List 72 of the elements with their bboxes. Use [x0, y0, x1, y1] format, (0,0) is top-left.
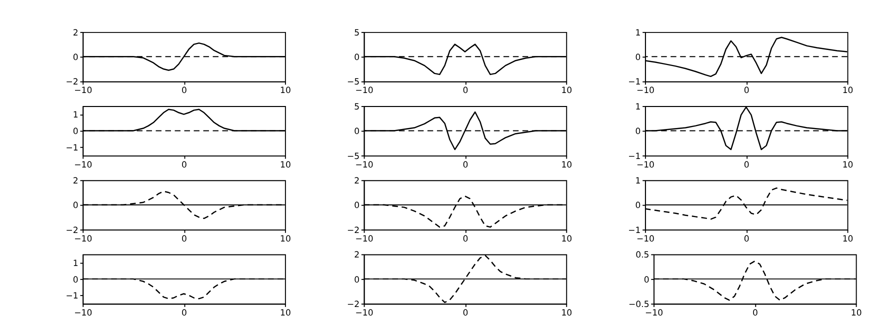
- x-tick-label: 0: [462, 86, 468, 96]
- y-tick-label: −1: [628, 78, 641, 88]
- y-tick-label: 0: [354, 127, 360, 138]
- y-tick-label: 5: [354, 28, 360, 38]
- x-tick-label: 0: [462, 160, 468, 170]
- y-tick-label: 0: [72, 127, 78, 138]
- x-tick-label: 10: [842, 86, 854, 96]
- x-tick-label: 10: [280, 160, 291, 170]
- y-tick-label: −1: [66, 144, 78, 154]
- x-tick-label: −10: [74, 308, 92, 319]
- y-tick-label: 1: [72, 110, 78, 121]
- x-tick-label: 0: [744, 86, 750, 96]
- x-tick-label: 10: [561, 86, 572, 96]
- x-tick-label: 0: [744, 234, 750, 244]
- y-tick-label: 0: [635, 127, 641, 138]
- y-tick-label: −2: [346, 226, 360, 236]
- y-tick-label: −2: [346, 300, 360, 310]
- y-tick-label: 5: [354, 102, 360, 112]
- x-tick-label: 10: [561, 308, 572, 319]
- x-tick-label: 10: [561, 160, 572, 170]
- x-tick-label: −10: [355, 86, 374, 96]
- y-tick-label: 0: [72, 201, 78, 212]
- x-tick-label: −10: [636, 86, 654, 96]
- x-tick-label: 0: [182, 160, 187, 170]
- x-tick-label: 0: [182, 86, 187, 96]
- x-tick-label: 0: [462, 234, 468, 244]
- y-tick-label: 0: [644, 275, 650, 286]
- x-tick-label: −10: [74, 86, 92, 96]
- x-tick-label: 0: [744, 160, 750, 170]
- x-tick-label: −10: [355, 308, 374, 319]
- y-tick-label: −1: [66, 292, 78, 302]
- y-tick-label: −2: [66, 78, 78, 88]
- y-tick-label: 1: [635, 102, 641, 112]
- x-tick-label: 0: [462, 308, 468, 319]
- x-tick-label: 0: [182, 234, 187, 244]
- x-tick-label: 10: [280, 234, 291, 244]
- y-tick-label: 0: [635, 201, 641, 212]
- x-tick-label: 10: [280, 86, 291, 96]
- x-tick-label: −10: [636, 160, 654, 170]
- y-tick-label: 1: [635, 176, 641, 186]
- y-tick-label: −5: [346, 152, 360, 162]
- y-tick-label: 0: [72, 275, 78, 286]
- x-tick-label: −10: [355, 160, 374, 170]
- x-tick-label: −10: [644, 308, 664, 319]
- x-tick-label: 10: [842, 160, 854, 170]
- y-tick-label: −0.5: [628, 300, 650, 310]
- x-tick-label: −10: [74, 234, 92, 244]
- y-tick-label: 2: [72, 176, 78, 186]
- y-tick-label: 2: [354, 176, 360, 186]
- x-tick-label: 10: [842, 234, 854, 244]
- y-tick-label: −2: [66, 226, 78, 236]
- y-tick-label: 0: [72, 52, 78, 63]
- x-tick-label: −10: [74, 160, 92, 170]
- y-tick-label: 2: [354, 250, 360, 261]
- y-tick-label: −1: [628, 152, 641, 162]
- x-tick-label: 10: [850, 308, 862, 319]
- y-tick-label: 1: [635, 28, 641, 38]
- x-tick-label: −10: [355, 234, 374, 244]
- x-tick-label: 0: [182, 308, 187, 319]
- y-tick-label: 0: [354, 275, 360, 286]
- y-tick-label: −5: [346, 78, 360, 88]
- y-tick-label: −1: [628, 226, 641, 236]
- y-tick-label: 1: [72, 258, 78, 269]
- y-tick-label: 0: [354, 52, 360, 63]
- y-tick-label: 0.5: [636, 250, 650, 261]
- x-tick-label: 0: [752, 308, 758, 319]
- y-tick-label: 0: [635, 52, 641, 63]
- x-tick-label: −10: [636, 234, 654, 244]
- y-tick-label: 0: [354, 201, 360, 212]
- x-tick-label: 10: [561, 234, 572, 244]
- y-tick-label: 2: [72, 28, 78, 38]
- x-tick-label: 10: [280, 308, 291, 319]
